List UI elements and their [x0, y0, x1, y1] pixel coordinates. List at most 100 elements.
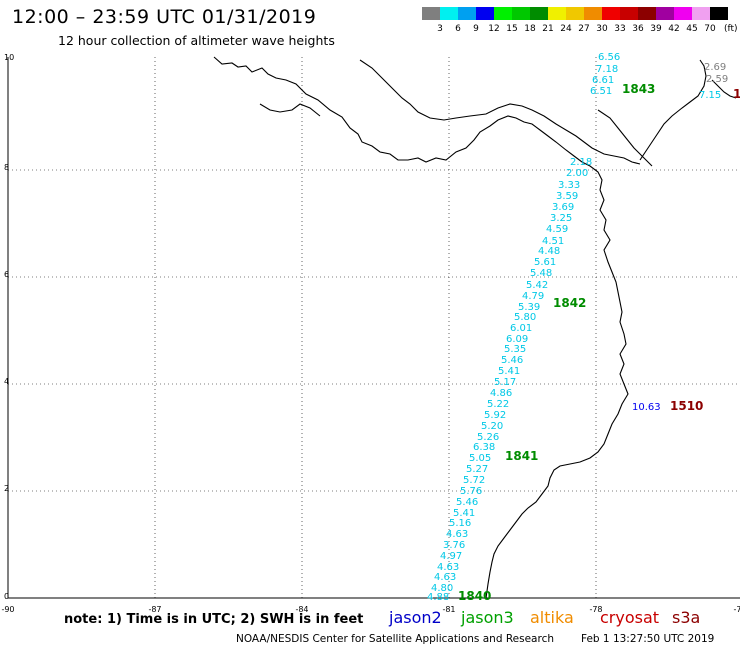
map-grid [8, 57, 740, 598]
wave-height-reading: 5.92 [484, 410, 506, 421]
wave-height-reading: 4.80 [431, 583, 453, 594]
x-tick-label: -87 [148, 605, 161, 614]
satellite-legend-altika: altika [530, 608, 574, 627]
scale-label: 6 [455, 24, 461, 34]
wave-height-reading: 4.86 [490, 388, 512, 399]
wave-height-reading: 4.79 [522, 291, 544, 302]
wave-height-reading: 5.42 [526, 280, 548, 291]
scale-swatch [458, 7, 476, 20]
y-tick-label: 8 [4, 163, 9, 172]
wave-height-reading: 6.09 [506, 334, 528, 345]
scale-swatch [530, 7, 548, 20]
scale-swatch [638, 7, 656, 20]
scale-unit: (ft) [724, 24, 738, 34]
wave-height-reading: 5.41 [453, 508, 475, 519]
wave-height-reading: 4.59 [546, 224, 568, 235]
scale-label: 27 [578, 24, 590, 34]
footer-note: note: 1) Time is in UTC; 2) SWH is in fe… [64, 612, 364, 627]
pass-number-label: 1842 [553, 296, 586, 310]
pass-number-label: 1510 [670, 399, 703, 413]
scale-label: 45 [686, 24, 698, 34]
pass-number-label: 1 [733, 87, 740, 101]
pass-labels: 1843 1842 1841 1840 1510 1 [458, 82, 740, 603]
satellite-legend-jason3: jason3 [461, 608, 514, 627]
wave-height-reading: 7.15 [699, 90, 721, 101]
scale-swatch [710, 7, 728, 20]
scale-label: 36 [632, 24, 644, 34]
scale-label: 24 [560, 24, 572, 34]
axis-labels: -90 -87 -84 -81 -78 -75 0 2 4 6 8 10 [1, 53, 740, 614]
page-subtitle: 12 hour collection of altimeter wave hei… [58, 33, 335, 48]
wave-height-reading: 3.76 [443, 540, 465, 551]
wave-height-reading: 5.72 [463, 475, 485, 486]
scale-swatch [674, 7, 692, 20]
scale-label: 9 [473, 24, 479, 34]
wave-height-reading: 4.97 [440, 551, 462, 562]
wave-height-reading: 7.18 [596, 64, 618, 75]
wave-height-reading: 6.38 [473, 442, 495, 453]
wave-height-reading: 2.69 [704, 62, 726, 73]
scale-label: 30 [596, 24, 608, 34]
scale-swatch [476, 7, 494, 20]
wave-height-reading: 5.17 [494, 377, 516, 388]
coastline [213, 56, 737, 599]
wave-height-reading: 3.59 [556, 191, 578, 202]
wave-height-reading: 3.25 [550, 213, 572, 224]
wave-height-reading: 5.61 [534, 257, 556, 268]
wave-height-reading: 4.63 [446, 529, 468, 540]
wave-height-reading: 5.80 [514, 312, 536, 323]
wave-height-reading: 5.22 [487, 399, 509, 410]
wave-height-reading: 5.46 [456, 497, 478, 508]
wave-height-reading: 4.63 [437, 562, 459, 573]
wave-height-reading: 5.48 [530, 268, 552, 279]
wave-height-reading: 5.05 [469, 453, 491, 464]
wave-height-reading: 5.20 [481, 421, 503, 432]
pass-number-label: 1843 [622, 82, 655, 96]
x-tick-label: -84 [295, 605, 308, 614]
scale-swatch [692, 7, 710, 20]
wave-height-reading: 2.18 [570, 157, 592, 168]
scale-label: 21 [542, 24, 554, 34]
y-tick-label: 10 [4, 53, 14, 62]
x-tick-label: -78 [589, 605, 602, 614]
scale-swatch [440, 7, 458, 20]
satellite-legend-jason2: jason2 [389, 608, 442, 627]
scale-label: 39 [650, 24, 662, 34]
y-tick-label: 6 [4, 270, 9, 279]
map-frame [7, 57, 740, 599]
wave-height-reading: 6.01 [510, 323, 532, 334]
scale-swatch [512, 7, 530, 20]
credit-date: Feb 1 13:27:50 UTC 2019 [581, 633, 715, 645]
scale-swatch [584, 7, 602, 20]
scale-label: 18 [524, 24, 536, 34]
wave-height-reading: 5.26 [477, 432, 499, 443]
wave-height-reading: 6.56 [598, 52, 620, 63]
wave-height-reading: 5.41 [498, 366, 520, 377]
wave-height-reading: 5.16 [449, 518, 471, 529]
x-tick-label: -90 [1, 605, 14, 614]
scale-label: 42 [668, 24, 680, 34]
wave-height-reading: 4.48 [538, 246, 560, 257]
x-tick-label: -81 [442, 605, 455, 614]
wave-height-reading: 6.51 [590, 86, 612, 97]
scale-label: 12 [488, 24, 500, 34]
x-tick-label: -75 [733, 605, 740, 614]
wave-height-reading: 3.33 [558, 180, 580, 191]
scale-label: 3 [437, 24, 443, 34]
scale-swatch [494, 7, 512, 20]
pass-number-label: 1840 [458, 589, 491, 603]
scale-label: 15 [506, 24, 518, 34]
satellite-legend-s3a: s3a [672, 608, 701, 627]
scale-label: 33 [614, 24, 626, 34]
credit-text: NOAA/NESDIS Center for Satellite Applica… [236, 633, 554, 645]
satellite-legend-cryosat: cryosat [600, 608, 660, 627]
wave-height-reading: 10.63 [632, 402, 661, 413]
wave-height-reading: 5.35 [504, 344, 526, 355]
scale-label: 70 [704, 24, 716, 34]
scale-swatch [548, 7, 566, 20]
scale-swatch [566, 7, 584, 20]
scale-swatch [602, 7, 620, 20]
y-tick-label: 4 [4, 377, 9, 386]
wave-height-reading: 2.59 [706, 74, 728, 85]
